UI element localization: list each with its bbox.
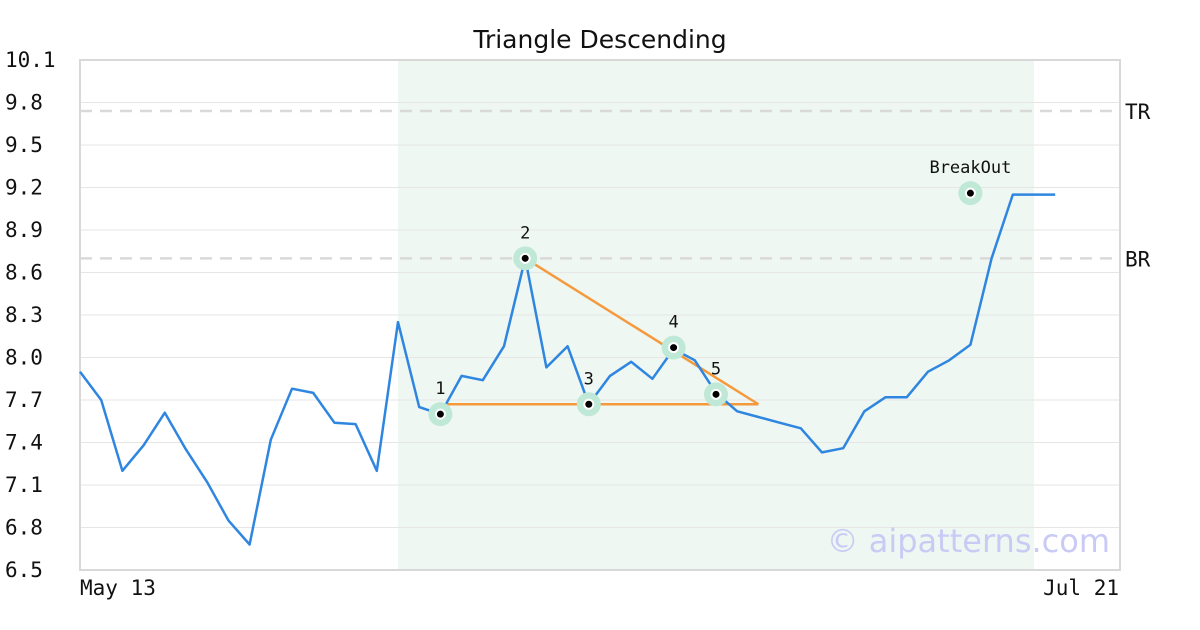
y-tick-label: 10.1 xyxy=(5,48,56,72)
point-label: 4 xyxy=(668,313,678,333)
pattern-point: 4 xyxy=(661,313,686,360)
reference-lines: TR BR xyxy=(80,100,1151,271)
reference-line-label: TR xyxy=(1125,100,1151,124)
point-marker xyxy=(519,252,531,264)
pattern-line xyxy=(524,257,760,406)
y-tick-label: 8.9 xyxy=(5,218,43,242)
y-tick-label: 8.0 xyxy=(5,346,43,370)
point-marker xyxy=(583,398,595,410)
point-marker xyxy=(710,388,722,400)
y-tick-label: 8.3 xyxy=(5,303,43,327)
point-marker xyxy=(668,342,680,354)
point-marker xyxy=(964,187,976,199)
x-tick-label: May 13 xyxy=(80,576,156,600)
x-axis-tick-labels: May 13 Jul 21 xyxy=(80,576,1119,600)
y-tick-label: 7.1 xyxy=(5,473,43,497)
point-label: 3 xyxy=(584,369,594,389)
y-tick-label: 9.2 xyxy=(5,176,43,200)
pattern-point: 2 xyxy=(513,223,538,271)
pattern-points: 1 2 3 4 5 BreakOut xyxy=(428,158,1011,427)
grid-lines xyxy=(80,59,1120,571)
pattern-point: BreakOut xyxy=(929,158,1011,206)
y-tick-label: 8.6 xyxy=(5,261,43,285)
pattern-point: 3 xyxy=(576,369,601,417)
y-tick-label: 7.7 xyxy=(5,388,43,412)
y-tick-label: 7.4 xyxy=(5,431,43,455)
y-tick-label: 9.8 xyxy=(5,91,43,115)
reference-line-label: BR xyxy=(1125,247,1151,271)
x-tick-label: Jul 21 xyxy=(1043,576,1119,600)
y-tick-label: 6.8 xyxy=(5,516,43,540)
watermark: © aipatterns.com xyxy=(827,522,1110,560)
chart-title: Triangle Descending xyxy=(472,25,726,54)
pattern-point: 5 xyxy=(704,359,728,407)
price-line xyxy=(78,193,1056,546)
series-line xyxy=(78,193,1056,546)
pattern-point: 1 xyxy=(428,379,453,427)
point-label: 5 xyxy=(711,359,721,379)
y-tick-label: 9.5 xyxy=(5,133,43,157)
y-tick-label: 6.5 xyxy=(5,558,43,582)
point-label: 1 xyxy=(435,379,445,399)
point-marker xyxy=(434,408,446,420)
plot-frame xyxy=(79,59,1121,571)
y-axis-tick-labels: 6.5 6.8 7.1 7.4 7.7 8.0 8.3 8.6 8.9 9.2 9.5 9.8 10.1 xyxy=(5,48,56,582)
point-label: 2 xyxy=(520,223,530,243)
point-label: BreakOut xyxy=(929,158,1011,178)
